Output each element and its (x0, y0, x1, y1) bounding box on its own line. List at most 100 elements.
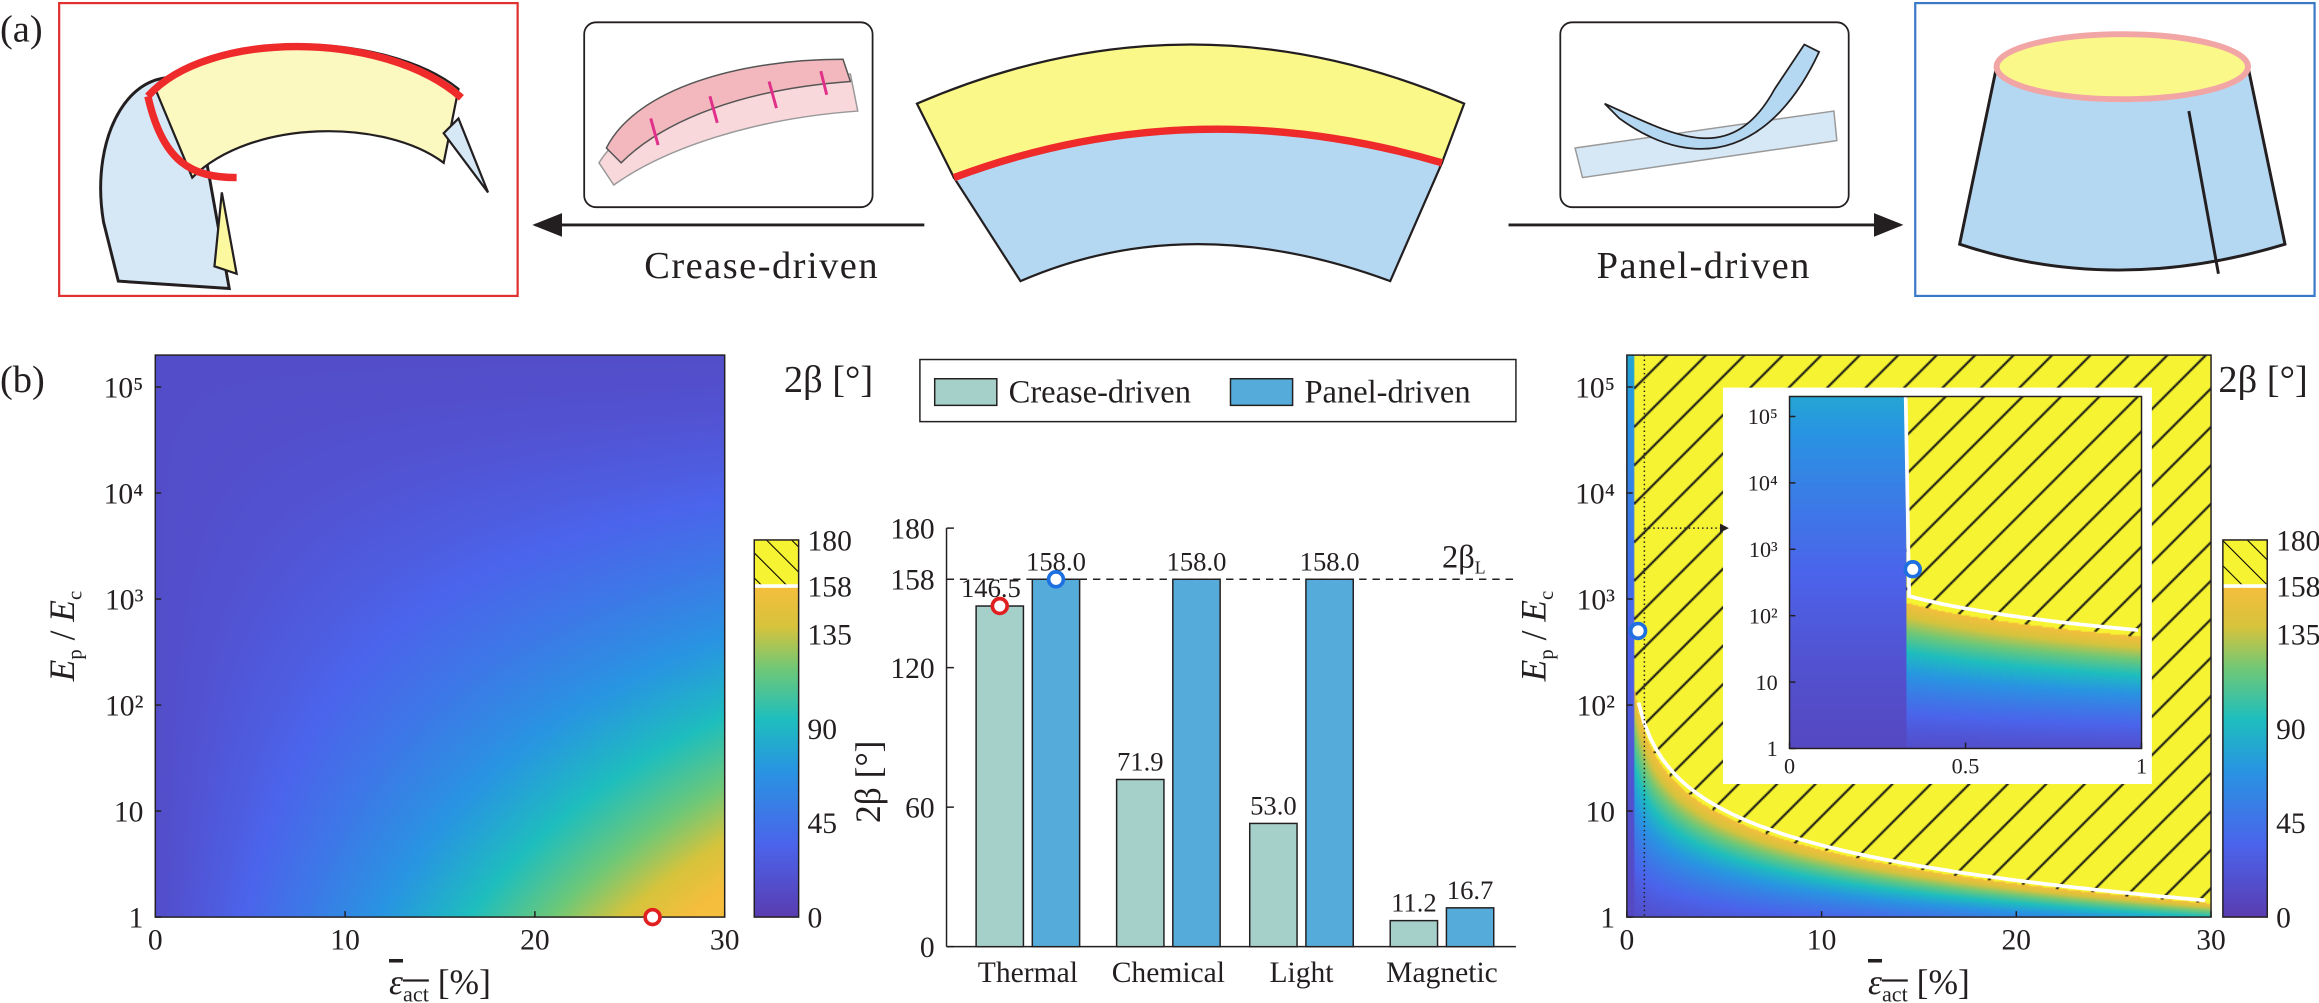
axes-frame (154, 354, 726, 918)
y-tick-label: 10⁴ (1575, 478, 1615, 510)
crease-driven-result-frame (58, 1, 519, 298)
heatmap-left: 0 10 20 30 1 10 10² 10³ 10⁴ 10⁵ εact [%] Ep / Ec (42, 354, 740, 1003)
x-tick-label: 1 (2136, 754, 2147, 779)
panel-driven-label: Panel-driven (1597, 245, 1811, 287)
bar-panel-driven-thermal (1031, 578, 1081, 948)
y-tick-label: 60 (905, 793, 935, 825)
bar-panel-driven-chemical (1172, 578, 1221, 948)
marker-red-circle (643, 907, 662, 927)
legend-label: Crease-driven (1009, 374, 1191, 410)
colorbar-left: 0 45 90 135 158 180 2β [°] (753, 359, 873, 934)
crease-line-red (145, 42, 464, 101)
y-label-part: E (42, 659, 82, 682)
x-tick-label: 10 (330, 925, 360, 957)
y-axis-label: Ep / Ec (42, 591, 86, 683)
colorbar-gradient (2222, 586, 2268, 918)
inset-heatmap-image (1789, 396, 2142, 749)
colorbar-tick-label: 90 (2276, 714, 2306, 746)
y-tick-label: 0 (920, 932, 935, 964)
crease-driven-label: Crease-driven (644, 245, 879, 287)
y-tick-label: 10⁵ (104, 372, 144, 404)
colorbar-right: 0 45 90 135 158 180 2β [°] (2218, 359, 2319, 934)
bar-crease-driven-thermal (975, 605, 1025, 948)
inset-boundary-line (1903, 396, 2139, 633)
y-tick-label: 10⁵ (1575, 372, 1615, 404)
colorbar-tick-label: 45 (2276, 808, 2306, 840)
x-tick-label: Light (1269, 957, 1334, 989)
y-label-part: p (1536, 649, 1558, 659)
x-tick-label: 30 (710, 925, 740, 957)
y-tick-label: 10⁴ (104, 478, 144, 510)
bar-marker-circle (1046, 570, 1066, 589)
y-label-part: / (1514, 622, 1554, 650)
x-label-subscript: act (1882, 981, 1909, 1003)
bar-crease-driven-magnetic (1389, 919, 1439, 948)
y-tick-label: 10² (1749, 603, 1778, 628)
x-tick-label: 20 (2002, 925, 2032, 957)
bar-chart: Crease-driven Panel-driven 0 60 120 158 180 2β … (848, 358, 1517, 989)
y-tick-label: 1 (1600, 902, 1615, 934)
colorbar-hatched-region (754, 539, 799, 587)
x-label-unit: [%] (429, 962, 491, 1002)
bar-data-label: 158.0 (1300, 546, 1360, 576)
colorbar-tick-label: 135 (2276, 620, 2319, 652)
bar-data-label: 71.9 (1117, 747, 1164, 777)
colorbar-tick-label: 158 (808, 571, 852, 603)
bar-panel-driven-light (1305, 578, 1354, 948)
y-tick-label: 1 (129, 902, 144, 934)
limit-boundary-line (1636, 702, 2206, 903)
x-tick-label: Thermal (978, 957, 1078, 989)
x-tick-label: 0.5 (1952, 754, 1980, 779)
y-tick-label: 10³ (1749, 537, 1778, 562)
panel-b-label: (b) (0, 359, 45, 401)
reference-line-label: 2βL (1442, 539, 1486, 577)
colorbar-tick-label: 0 (2276, 902, 2291, 934)
crease-line (952, 125, 1444, 182)
x-tick-label: Magnetic (1386, 957, 1498, 989)
y-tick-label: 120 (890, 653, 934, 685)
y-tick-label: 10² (105, 690, 144, 722)
colorbar-tick-label: 180 (2276, 525, 2319, 557)
y-label-part: c (64, 591, 86, 600)
colorbar-tick-label: 90 (808, 714, 838, 746)
panel-mechanism-inset (1559, 21, 1850, 209)
y-tick-label: 10³ (1577, 584, 1616, 616)
colorbar-tick-label: 180 (808, 525, 852, 557)
colorbar-hatched-region (2222, 539, 2268, 587)
y-label-part: E (42, 600, 82, 623)
colorbar-frame (753, 539, 800, 918)
y-tick-label: 1 (1767, 736, 1778, 761)
x-label-symbol: ε (389, 962, 403, 1002)
marker-blue-circle (1628, 621, 1648, 641)
inset-plot: 0 0.5 1 1 10 10² 10³ 10⁴ 10⁵ (1722, 387, 2152, 784)
colorbar-label: 2β [°] (2218, 359, 2307, 401)
unfolded-strip (915, 43, 1466, 283)
x-tick-label: Chemical (1112, 957, 1225, 989)
y-axis-label: Ep / Ec (1514, 591, 1558, 683)
bar-data-label: 158.0 (1167, 546, 1227, 576)
y-tick-label: 10³ (105, 584, 144, 616)
inset-marker-blue-circle (1903, 560, 1922, 579)
x-tick-label: 0 (148, 925, 163, 957)
bar-data-label: 53.0 (1250, 791, 1297, 821)
y-tick-label: 180 (890, 513, 934, 545)
bar-panel-driven-magnetic (1445, 907, 1495, 948)
colorbar-tick-label: 0 (808, 902, 823, 934)
y-tick-label: 158 (890, 565, 934, 597)
x-tick-label: 0 (1619, 925, 1634, 957)
y-label-part: c (1536, 591, 1558, 600)
x-axis-label: εact [%] (1868, 962, 1970, 1003)
axes-frame (1626, 354, 2212, 918)
colorbar-gradient (754, 586, 799, 918)
bar-crease-driven-chemical (1115, 778, 1165, 948)
y-label-part: E (1514, 659, 1554, 682)
heatmap-image (155, 355, 725, 918)
y-tick-label: 10⁵ (1748, 404, 1778, 429)
legend-label: Panel-driven (1304, 374, 1470, 410)
y-label-part: E (1514, 600, 1554, 623)
y-tick-label: 10 (1756, 670, 1778, 695)
colorbar-label: 2β [°] (784, 359, 873, 401)
bar-marker-circle (990, 596, 1010, 616)
x-tick-label: 20 (520, 925, 550, 957)
